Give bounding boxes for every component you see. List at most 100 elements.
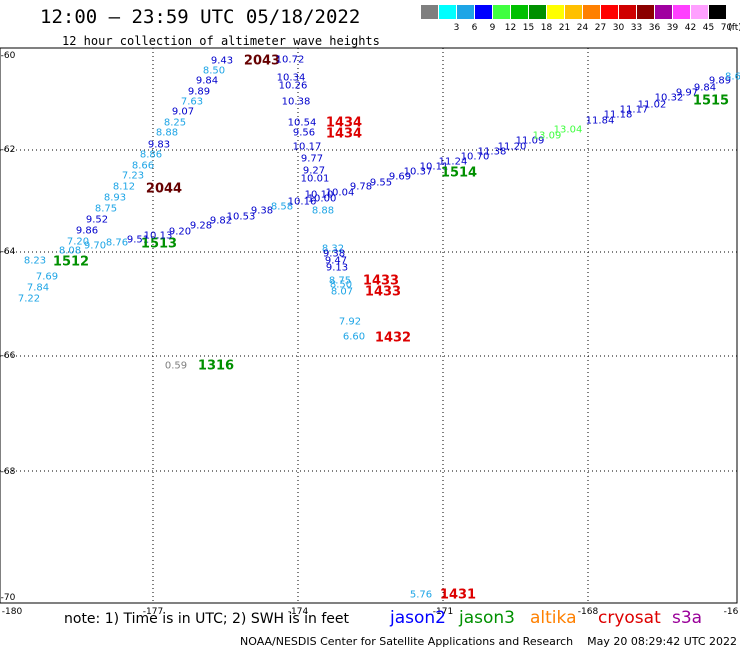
wave-height-label: 7.20	[67, 237, 89, 248]
lat-tick-label: -64	[1, 247, 16, 257]
pass-time-label: 1431	[440, 588, 476, 603]
wave-height-label: 7.23	[122, 171, 144, 182]
lon-tick-label: -16	[724, 607, 739, 617]
legend-swatch	[475, 5, 492, 19]
wave-height-label: 7.22	[18, 294, 40, 305]
wave-height-label: 10.32	[655, 93, 684, 104]
wave-height-label: 10.72	[276, 55, 305, 66]
legend-swatch	[511, 5, 528, 19]
legend-swatch	[637, 5, 654, 19]
wave-height-label: 9.84	[196, 76, 218, 87]
wave-height-label: 9.28	[190, 221, 212, 232]
wave-height-label: 9.84	[694, 83, 716, 94]
wave-height-label: 9.70	[84, 241, 106, 252]
legend-label: 36	[648, 23, 661, 33]
legend-label: 21	[558, 23, 571, 33]
satellite-name-jason3: jason3	[459, 608, 515, 628]
wave-height-label: 11.09	[516, 136, 545, 147]
wave-height-label: 11.24	[439, 157, 468, 168]
pass-time-label: 1513	[141, 237, 177, 252]
wave-height-label: 8.58	[271, 202, 293, 213]
wave-height-label: 10.37	[404, 167, 433, 178]
legend-swatch	[601, 5, 618, 19]
wave-height-label: 8.50	[203, 66, 225, 77]
wave-height-label: 8.6	[725, 72, 740, 83]
legend-label: 27	[594, 23, 607, 33]
legend-label: 39	[666, 23, 679, 33]
legend-label: 15	[522, 23, 535, 33]
legend-label: 70	[720, 23, 733, 33]
wave-height-label: 9.56	[293, 128, 315, 139]
legend-label: 9	[489, 23, 496, 33]
wave-height-label: 8.75	[329, 276, 351, 287]
legend-swatch	[457, 5, 474, 19]
wave-height-label: 9.77	[301, 154, 323, 165]
wave-height-label: 10.04	[326, 188, 355, 199]
wave-height-label: 13.09	[533, 131, 562, 142]
wave-height-label: 8.66	[132, 161, 154, 172]
wave-height-label: 10.53	[227, 212, 256, 223]
wave-height-label: 10.16	[288, 197, 317, 208]
wave-height-label: 8.12	[113, 182, 135, 193]
wave-height-label: 9.86	[76, 226, 98, 237]
lon-tick-label: -180	[2, 607, 23, 617]
page-title: 12:00 – 23:59 UTC 05/18/2022	[40, 6, 361, 28]
wave-height-label: 0.59	[165, 361, 187, 372]
wave-height-label: 10.13	[144, 231, 173, 242]
pass-time-label: 1432	[375, 331, 411, 346]
wave-height-label: 9.38	[323, 249, 345, 260]
wave-height-label: 8.23	[24, 256, 46, 267]
pass-time-label: 2044	[146, 182, 182, 197]
wave-height-label: 10.34	[277, 73, 306, 84]
lat-tick-label: -68	[1, 467, 16, 477]
wave-height-label: 9.43	[211, 56, 233, 67]
wave-height-label: 10.17	[293, 142, 322, 153]
legend-swatch	[583, 5, 600, 19]
lon-tick-label: -171	[433, 607, 453, 617]
page-subtitle: 12 hour collection of altimeter wave hei…	[62, 34, 380, 48]
lat-tick-label: -66	[1, 351, 16, 361]
wave-height-label: 11.02	[638, 100, 667, 111]
legend-label: 12	[504, 23, 517, 33]
lat-tick-label: -60	[1, 51, 16, 61]
wave-height-label: 8.32	[322, 244, 344, 255]
legend-label: 45	[702, 23, 715, 33]
graticule	[0, 48, 737, 603]
wave-height-label: 8.86	[140, 150, 162, 161]
wave-height-label: 5.76	[410, 590, 432, 601]
wave-height-label: 8.93	[104, 193, 126, 204]
note-text: note: 1) Time is in UTC; 2) SWH is in fe…	[64, 611, 350, 627]
wave-height-label: 8.88	[156, 128, 178, 139]
wave-height-label: 7.92	[339, 317, 361, 328]
wave-height-label: 9.07	[172, 107, 194, 118]
wave-height-label: 10.00	[308, 194, 337, 205]
legend-swatch	[673, 5, 690, 19]
wave-height-label: 9.47	[325, 256, 347, 267]
wave-height-label: 9.78	[350, 182, 372, 193]
lon-tick-label: -177	[143, 607, 163, 617]
legend-swatch	[529, 5, 546, 19]
pass-time-label: 1434	[326, 116, 362, 131]
wave-height-label: 11.38	[478, 147, 507, 158]
legend-swatch	[655, 5, 672, 19]
lon-tick-label: -174	[288, 607, 309, 617]
wave-height-label: 9.20	[169, 227, 191, 238]
wave-height-label: 7.69	[36, 272, 58, 283]
wave-height-label: 10.10	[305, 190, 334, 201]
satellite-name-cryosat: cryosat	[598, 608, 661, 628]
wave-height-label: 8.75	[95, 204, 117, 215]
credit-line: NOAA/NESDIS Center for Satellite Applica…	[240, 635, 738, 648]
wave-height-label: 9.51	[127, 235, 149, 246]
wave-height-label: 9.82	[210, 216, 232, 227]
wave-height-label: 10.11	[420, 162, 449, 173]
legend-swatch	[547, 5, 564, 19]
wave-height-label: 8.76	[106, 238, 128, 249]
legend-swatch	[709, 5, 726, 19]
wave-height-label: 8.07	[331, 287, 353, 298]
wave-height-label: 10.54	[288, 118, 317, 129]
wave-height-label: 11.84	[586, 116, 615, 127]
wave-height-label: 11.17	[620, 105, 649, 116]
wave-height-label: 8.50	[330, 280, 352, 291]
map-frame	[0, 47, 738, 604]
